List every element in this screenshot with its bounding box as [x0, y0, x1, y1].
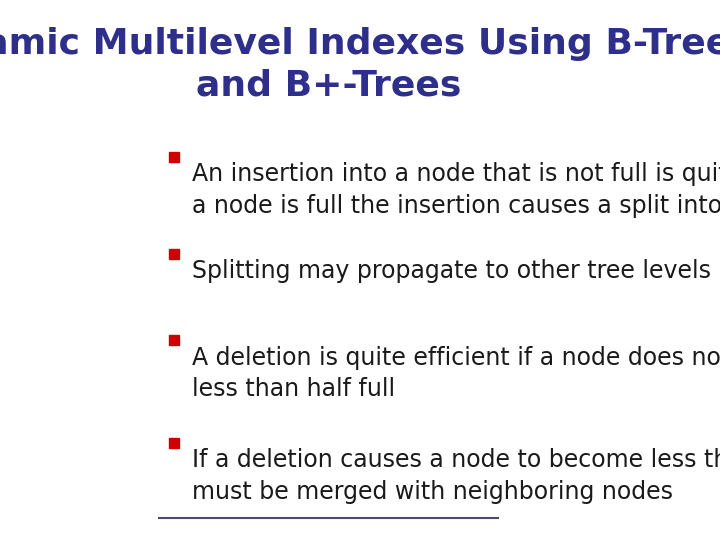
- Text: If a deletion causes a node to become less than half full, it
must be merged wit: If a deletion causes a node to become le…: [192, 448, 720, 504]
- Text: A deletion is quite efficient if a node does not become
less than half full: A deletion is quite efficient if a node …: [192, 346, 720, 401]
- Text: Dynamic Multilevel Indexes Using B-Trees
and B+-Trees: Dynamic Multilevel Indexes Using B-Trees…: [0, 27, 720, 103]
- Text: An insertion into a node that is not full is quite efficient; if
a node is full : An insertion into a node that is not ful…: [192, 162, 720, 218]
- Text: Splitting may propagate to other tree levels: Splitting may propagate to other tree le…: [192, 259, 711, 283]
